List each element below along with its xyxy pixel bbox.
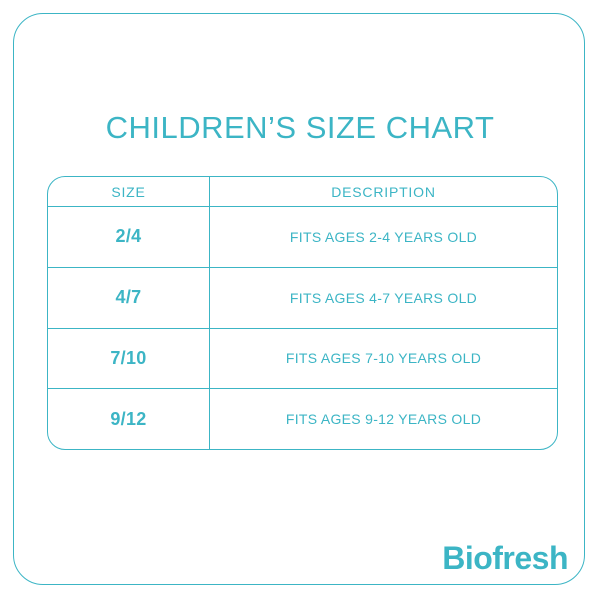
column-header-description: DESCRIPTION [331,183,436,200]
table-row: 2/4 FITS AGES 2-4 YEARS OLD [48,207,557,268]
description-value: FITS AGES 2-4 YEARS OLD [289,228,478,245]
page-title: CHILDREN’S SIZE CHART [105,110,495,145]
description-value: FITS AGES 9-12 YEARS OLD [285,411,482,428]
table-header-row: SIZE DESCRIPTION [48,177,557,207]
table-row: 7/10 FITS AGES 7-10 YEARS OLD [48,328,557,390]
column-header-size: SIZE [48,177,210,206]
size-table: SIZE DESCRIPTION 2/4 FITS AGES 2-4 YEARS… [47,176,558,450]
description-value: FITS AGES 4-7 YEARS OLD [289,289,478,306]
biofresh-logo: Biofresh [442,540,568,576]
table-row: 4/7 FITS AGES 4-7 YEARS OLD [48,267,557,329]
table-row: 9/12 FITS AGES 9-12 YEARS OLD [48,389,557,449]
size-value: 9/12 [48,389,210,449]
size-value: 4/7 [48,267,210,328]
size-value: 2/4 [48,207,210,267]
description-value: FITS AGES 7-10 YEARS OLD [285,350,482,367]
size-value: 7/10 [48,328,210,389]
